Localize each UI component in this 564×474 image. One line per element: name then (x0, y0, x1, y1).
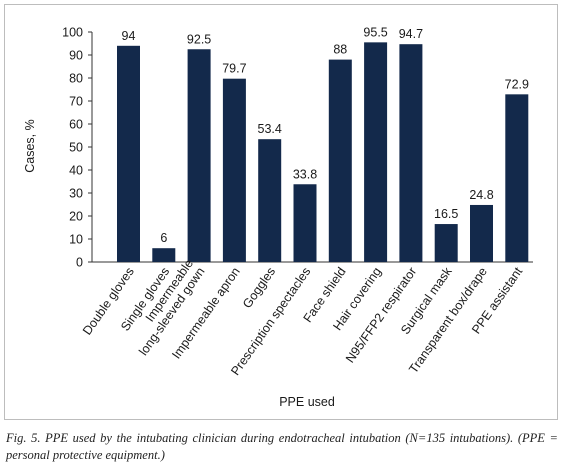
y-tick-label: 90 (69, 49, 83, 63)
data-label: 88 (333, 43, 347, 57)
data-label: 94 (122, 29, 136, 43)
y-tick-label: 50 (69, 141, 83, 155)
y-tick-label: 70 (69, 95, 83, 109)
bar (328, 59, 352, 262)
data-label: 95.5 (363, 25, 387, 39)
data-label: 92.5 (187, 32, 211, 46)
category-label: Goggles (240, 265, 278, 311)
y-tick-label: 40 (69, 164, 83, 178)
bar (470, 204, 493, 262)
y-tick-label: 0 (76, 256, 83, 270)
y-tick-label: 30 (69, 187, 83, 201)
data-label: 72.9 (505, 77, 529, 91)
data-label: 79.7 (222, 62, 246, 76)
figure-caption: Fig. 5. PPE used by the intubating clini… (6, 431, 558, 462)
bar (187, 49, 211, 262)
bar (399, 44, 423, 262)
data-label: 24.8 (469, 188, 493, 202)
data-label: 94.7 (399, 27, 423, 41)
bar (293, 184, 317, 262)
bar (222, 78, 246, 262)
y-tick-label: 10 (69, 233, 83, 247)
bar (364, 42, 388, 262)
y-tick-label: 20 (69, 210, 83, 224)
bar-chart: Cases, % PPE used 0 10 20 30 40 50 60 70 80 90 100… (23, 25, 533, 409)
y-tick-label: 100 (62, 26, 83, 40)
y-tick-label: 60 (69, 118, 83, 132)
category-label-line: Goggles (240, 265, 278, 311)
data-label: 6 (160, 231, 167, 245)
bar (117, 45, 140, 262)
data-label: 16.5 (434, 207, 458, 221)
bar (258, 139, 282, 262)
x-axis-label: PPE used (279, 395, 335, 409)
bar (434, 224, 458, 262)
y-axis-label: Cases, % (23, 119, 37, 173)
data-label: 33.8 (293, 167, 317, 181)
y-tick-label: 80 (69, 72, 83, 86)
bar (152, 248, 176, 262)
bar (505, 94, 529, 262)
data-label: 53.4 (258, 122, 282, 136)
